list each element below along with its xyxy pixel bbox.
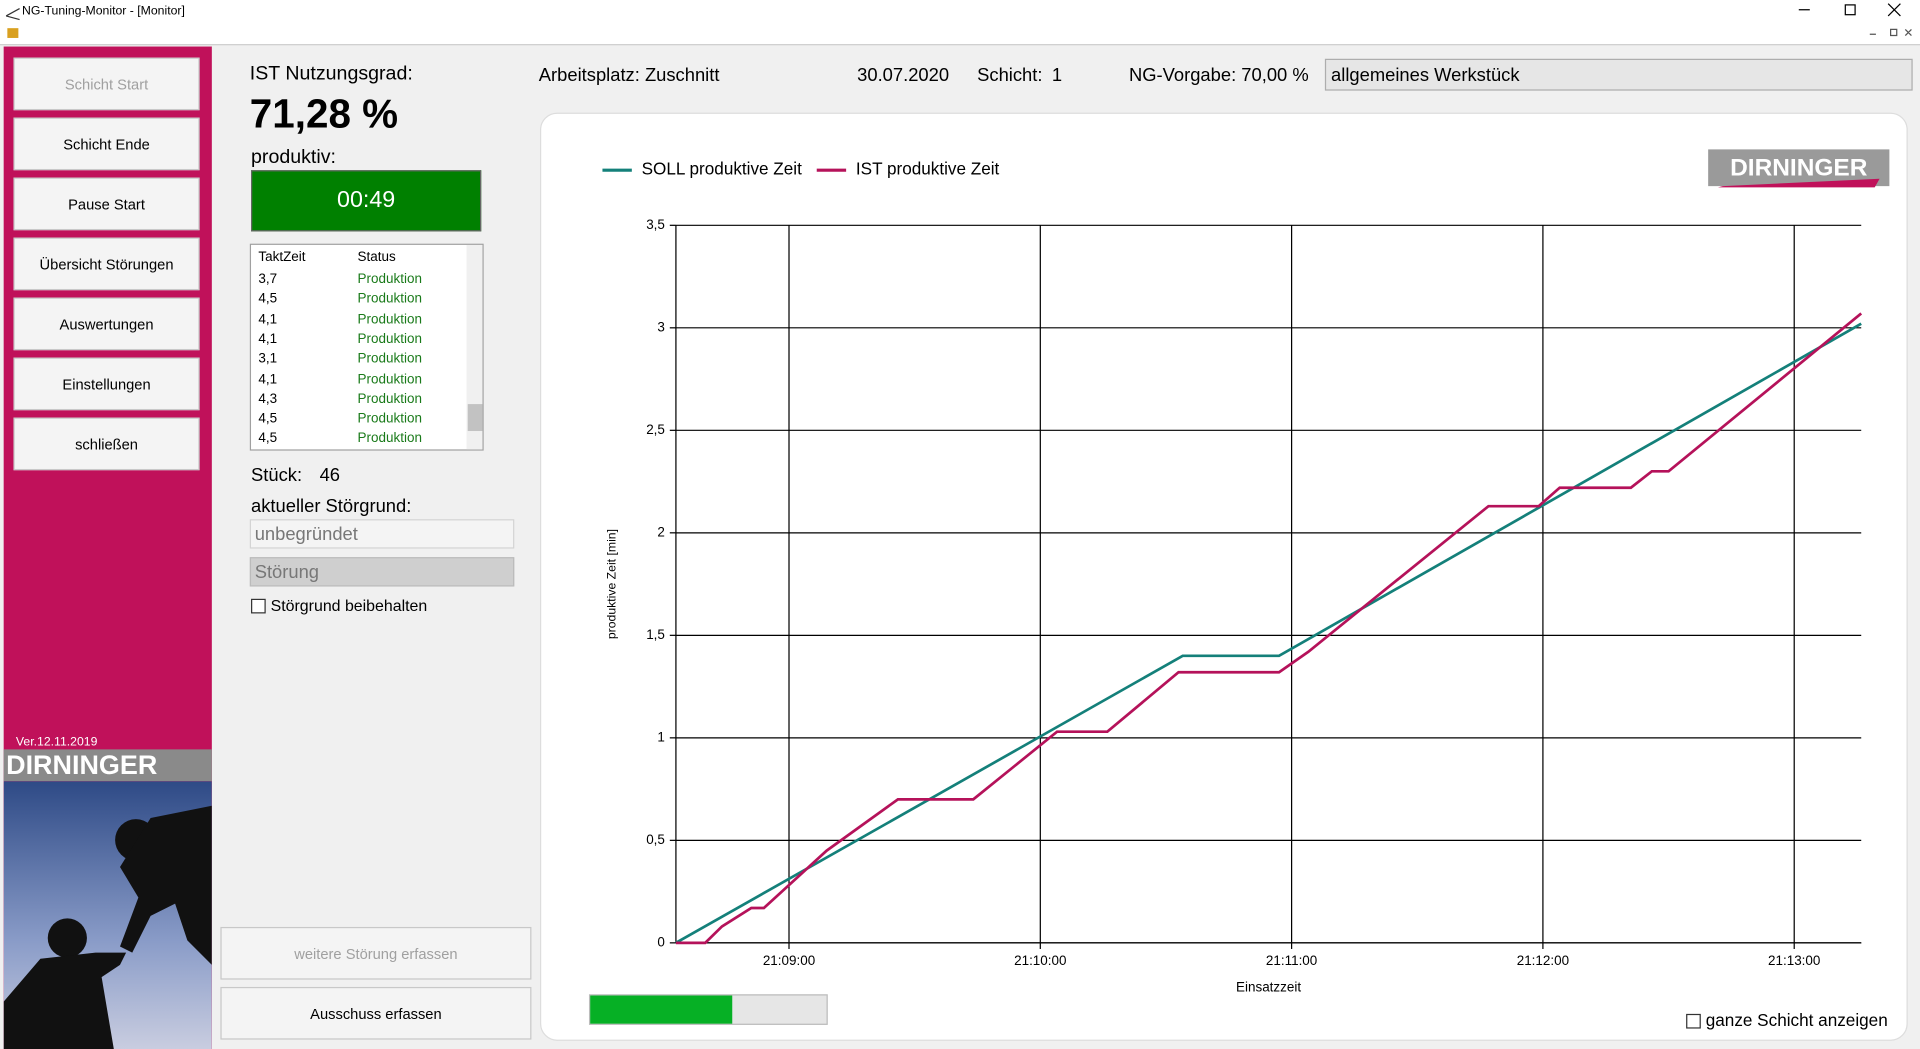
produktiv-label: produktiv: — [251, 146, 336, 168]
list-taktzeit: 4,1 — [258, 331, 278, 347]
version: Ver.12.11.2019 — [15, 735, 98, 750]
sidebar-button[interactable]: Auswertungen — [13, 297, 200, 351]
series-line — [675, 312, 1863, 945]
series-line — [675, 322, 1862, 945]
chart-logo-swoosh — [1717, 178, 1880, 188]
restore[interactable] — [1844, 4, 1856, 16]
x-tick-label: 21:11:00 — [1266, 953, 1317, 968]
window-title: NG-Tuning-Monitor - [Monitor] — [22, 4, 185, 19]
list-taktzeit: 4,5 — [258, 411, 278, 427]
logo-photo — [3, 781, 212, 1049]
y-tick-label: 0,5 — [646, 832, 665, 847]
window-controls — [1798, 3, 1912, 37]
stueck-label: Stück: — [251, 465, 303, 487]
list-status: Produktion — [357, 411, 422, 427]
list-header: Status — [357, 249, 396, 265]
arbeitsplatz: Arbeitsplatz: Zuschnitt — [538, 64, 720, 86]
sidebar-button[interactable]: Übersicht Störungen — [13, 237, 200, 291]
chart-panel — [540, 112, 1908, 1041]
list-taktzeit: 4,5 — [258, 431, 278, 447]
progress-fill — [590, 995, 732, 1024]
produktiv-timer: 00:49 — [251, 170, 482, 232]
list-taktzeit: 4,5 — [258, 291, 278, 307]
list-status: Produktion — [357, 351, 422, 367]
x-tick-label: 21:09:00 — [763, 953, 815, 968]
sidebar-button[interactable]: Pause Start — [13, 177, 200, 231]
list-taktzeit: 4,3 — [258, 391, 278, 407]
list-status: Produktion — [357, 331, 422, 347]
x-tick-label: 21:10:00 — [1014, 953, 1066, 968]
date: 30.07.2020 — [857, 64, 950, 86]
list-status: Produktion — [357, 431, 422, 447]
stoergrund-combo[interactable]: unbegründet — [249, 519, 515, 549]
legend-label: SOLL produktive Zeit — [642, 159, 802, 179]
title-bar: NG-Tuning-Monitor - [Monitor] — [0, 0, 1920, 46]
ng-value: 71,28 % — [249, 90, 399, 136]
app-icon — [5, 8, 20, 38]
ausschuss-button[interactable]: Ausschuss erfassen — [220, 986, 532, 1040]
ng-label: IST Nutzungsgrad: — [249, 63, 413, 85]
stoerung-button[interactable]: weitere Störung erfassen — [220, 926, 532, 980]
legend-label: IST produktive Zeit — [856, 159, 1000, 179]
chart: DIRNINGER 0 0,5 1 1,5 2 2,5 3 3,5 21:09:00 21:10:… — [602, 149, 1890, 995]
y-tick-label: 0 — [657, 934, 664, 949]
y-tick-label: 1 — [657, 729, 664, 744]
scrollbar[interactable] — [466, 244, 483, 450]
y-tick-label: 3 — [657, 319, 664, 334]
x-axis-label: Einsatzzeit — [1236, 980, 1301, 995]
list-taktzeit: 3,1 — [258, 351, 278, 367]
list-taktzeit: 4,1 — [258, 371, 278, 387]
werkstueck-combo[interactable]: allgemeines Werkstück — [1324, 58, 1913, 91]
progress-bar — [588, 994, 828, 1025]
y-tick-label: 3,5 — [646, 217, 665, 232]
list-taktzeit: 3,7 — [258, 271, 278, 287]
list-status: Produktion — [357, 291, 422, 307]
stueck-value: 46 — [319, 465, 341, 487]
stoerung-combo[interactable]: Störung — [249, 557, 515, 587]
list-taktzeit: 4,1 — [258, 311, 278, 327]
takt-list[interactable]: TaktZeit Status 3,7 Produktion 4,5 Produktion… — [249, 243, 484, 451]
list-status: Produktion — [357, 371, 422, 387]
show-all-checkbox[interactable] — [1686, 1013, 1701, 1029]
sidebar-logo: DIRNINGER — [3, 749, 212, 782]
sidebar-button[interactable]: schließen — [13, 417, 200, 471]
schicht-value: 1 — [1051, 64, 1063, 86]
y-tick-label: 1,5 — [646, 627, 665, 642]
chart-logo: DIRNINGER — [1730, 154, 1868, 181]
list-header: TaktZeit — [258, 249, 306, 265]
ng-vorgabe: NG-Vorgabe: 70,00 % — [1128, 64, 1309, 86]
y-axis-label: produktive Zeit [min] — [604, 529, 618, 639]
mdi-controls[interactable] — [1869, 28, 1912, 37]
schicht-label: Schicht: — [977, 64, 1043, 86]
sidebar-button[interactable]: Schicht Ende — [13, 117, 200, 171]
y-tick-label: 2 — [657, 524, 664, 539]
y-tick-label: 2,5 — [646, 422, 665, 437]
stoergrund-label: aktueller Störgrund: — [251, 495, 412, 517]
list-status: Produktion — [357, 311, 422, 327]
sidebar-button[interactable]: Einstellungen — [13, 357, 200, 411]
keep-label: Störgrund beibehalten — [270, 596, 428, 615]
x-tick-label: 21:13:00 — [1768, 953, 1820, 968]
x-tick-label: 21:12:00 — [1517, 953, 1569, 968]
list-status: Produktion — [357, 271, 422, 287]
keep-checkbox[interactable] — [251, 598, 266, 614]
sidebar-button[interactable]: Schicht Start — [13, 57, 200, 111]
list-status: Produktion — [357, 391, 422, 407]
show-all-label: ganze Schicht anzeigen — [1705, 1010, 1888, 1030]
close[interactable] — [1887, 3, 1901, 17]
